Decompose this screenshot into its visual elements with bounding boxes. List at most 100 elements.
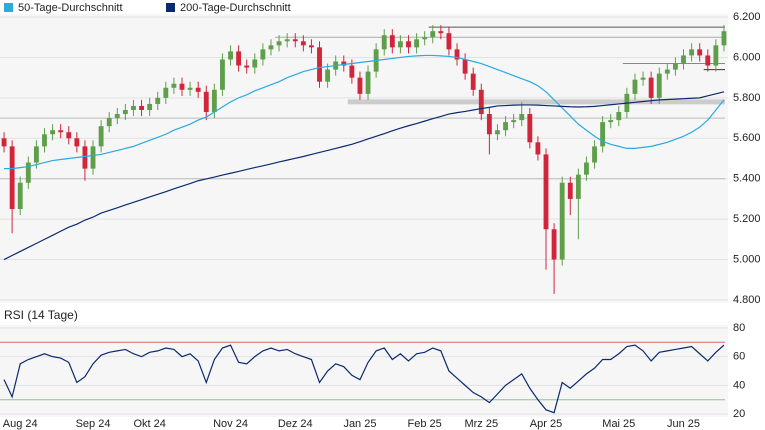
candle-body [98, 126, 104, 147]
candle-body [567, 182, 573, 199]
candle-body [268, 45, 274, 50]
candle-body [495, 130, 500, 135]
y-tick-label: 5.400 [733, 173, 761, 185]
candle-body [430, 31, 436, 38]
candle-body [195, 87, 201, 92]
candle-body [640, 77, 646, 80]
legend-swatch [166, 3, 175, 12]
x-tick-label: Mai 25 [602, 418, 635, 430]
candle-body [681, 55, 686, 64]
x-tick-label: Jun 25 [667, 418, 700, 430]
x-tick-label: Jan 25 [343, 418, 376, 430]
candle-body [357, 77, 363, 94]
candle-body [721, 31, 727, 46]
candle-body [106, 118, 112, 127]
candle-body [559, 182, 565, 260]
y-tick-label: 5.800 [733, 92, 761, 104]
candle-body [203, 91, 209, 113]
candle-body [325, 69, 331, 82]
candle-body [584, 162, 589, 175]
candle-body [82, 146, 88, 169]
candle-body [114, 114, 120, 119]
candle-body [454, 49, 460, 60]
legend-swatch [4, 3, 13, 12]
y-tick-label: 6.000 [733, 51, 761, 63]
x-tick-label: Dez 24 [278, 418, 313, 430]
candle-body [608, 120, 614, 123]
candle-body [220, 59, 225, 90]
candle-body [600, 122, 606, 147]
candle-body [179, 83, 185, 90]
candle-body [527, 114, 533, 143]
candle-body [122, 110, 128, 115]
candle-body [592, 146, 597, 163]
x-tick-label: Apr 25 [530, 418, 562, 430]
candle-body [503, 122, 508, 131]
candle-body [1, 138, 7, 147]
candle-body [9, 146, 15, 210]
candle-body [664, 69, 670, 74]
candle-body [33, 146, 39, 163]
candle-body [511, 120, 517, 123]
candle-body [17, 182, 23, 210]
candle-body [187, 87, 193, 90]
candle-body [470, 73, 476, 90]
line [3, 91, 725, 261]
candle-body [535, 142, 541, 155]
y-tick-label: 60 [733, 351, 745, 363]
candle-body [276, 41, 282, 46]
y-tick-label: 5.600 [733, 132, 761, 144]
candle-body [139, 105, 144, 110]
candle-body [155, 97, 161, 104]
x-tick-label: Mrz 25 [464, 418, 498, 430]
candle-body [90, 146, 96, 169]
candle-body [58, 130, 64, 133]
candle-body [397, 41, 403, 48]
candle-body [406, 41, 411, 48]
y-tick-label: 40 [733, 379, 745, 391]
candle-body [50, 130, 56, 135]
candle-body [543, 154, 549, 230]
candle-body [284, 39, 290, 42]
candle-body [244, 65, 250, 68]
candle-body [478, 89, 484, 115]
candle-body [74, 138, 80, 147]
candle-body [551, 229, 557, 260]
candle-body [25, 162, 31, 183]
candle-body [349, 65, 355, 78]
candle-body [713, 45, 719, 66]
line [3, 344, 725, 414]
x-tick-label: Aug 24 [3, 418, 38, 430]
line [4, 54, 725, 170]
candle-body [648, 77, 654, 98]
candle-body [632, 79, 638, 94]
candle-body [317, 47, 322, 82]
y-tick-label: 20 [733, 408, 745, 420]
y-tick-label: 4.800 [733, 294, 761, 306]
candle-body [705, 55, 711, 66]
candle-body [672, 63, 678, 70]
candle-body [438, 31, 444, 34]
candle-body [389, 35, 395, 48]
candle-body [300, 41, 306, 46]
x-tick-label: Nov 24 [213, 418, 248, 430]
y-tick-label: 6.200 [733, 11, 761, 23]
candle-body [381, 35, 387, 50]
candle-body [365, 71, 371, 94]
candle-body [689, 49, 695, 56]
candle-body [252, 59, 258, 68]
y-tick-label: 80 [733, 322, 745, 334]
candle-body [422, 37, 428, 40]
x-tick-label: Okt 24 [133, 418, 165, 430]
candle-body [211, 89, 217, 113]
y-tick-label: 5.000 [733, 253, 761, 265]
candle-body [66, 132, 72, 139]
candle-body [341, 61, 347, 66]
x-tick-label: Feb 25 [408, 418, 442, 430]
legend-label: 50-Tage-Durchschnitt [18, 2, 123, 14]
candle-body [656, 73, 662, 98]
candle-body [147, 103, 153, 110]
candle-body [42, 134, 47, 147]
candle-body [486, 114, 492, 135]
